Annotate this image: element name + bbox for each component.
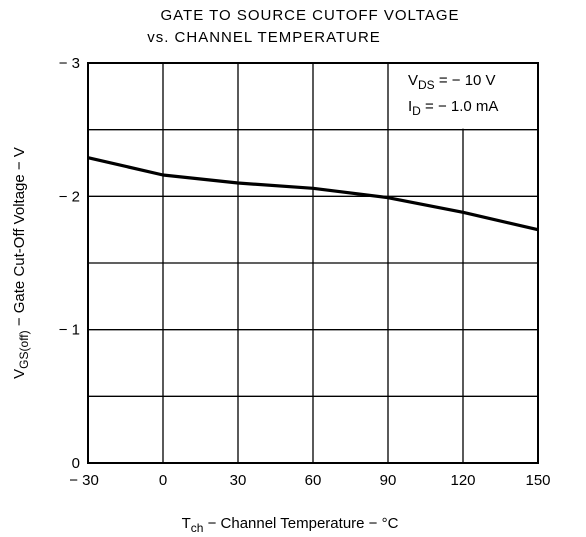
x-tick-label: 30 [230,472,247,489]
x-axis-label-subscript: ch [191,521,204,535]
x-tick-label: 90 [380,472,397,489]
plot-frame [87,62,539,464]
chart-title: GATE TO SOURCE CUTOFF VOLTAGE [160,7,459,24]
annotation-box [389,64,537,129]
y-tick-label: 0 [72,455,80,472]
y-axis-label-subscript: GS(off) [17,330,31,368]
y-tick-label: − 3 [59,55,80,72]
x-axis-label: Tch − Channel Temperature − °C [182,515,399,535]
y-axis-label-symbol: V [11,369,28,379]
x-tick-label: 60 [305,472,322,489]
annotation-text: = − 1.0 mA [421,98,499,115]
x-axis-label-text: − Channel Temperature − °C [203,515,398,532]
annotation-symbol: I [408,98,412,115]
x-tick-label: 120 [450,472,475,489]
y-tick-label: − 2 [59,188,80,205]
annotation-subscript: D [412,104,421,118]
y-axis-label: VGS(off) − Gate Cut-Off Voltage − V [11,147,31,379]
data-line [87,156,539,232]
annotation: VDS = − 10 V [408,72,496,92]
annotation-symbol: V [408,72,418,89]
y-axis-label-group: VGS(off) − Gate Cut-Off Voltage − V [11,147,31,379]
annotation-text: = − 10 V [435,72,496,89]
annotation: ID = − 1.0 mA [408,98,498,118]
y-tick-label: − 1 [59,322,80,339]
annotation-subscript: DS [418,78,435,92]
chart-subtitle: vs. CHANNEL TEMPERATURE [147,29,381,46]
y-axis-label-text: − Gate Cut-Off Voltage − V [11,147,28,330]
x-tick-label: − 30 [69,472,99,489]
x-tick-label: 0 [159,472,167,489]
x-axis-label-symbol: T [182,515,191,532]
x-tick-label: 150 [525,472,550,489]
